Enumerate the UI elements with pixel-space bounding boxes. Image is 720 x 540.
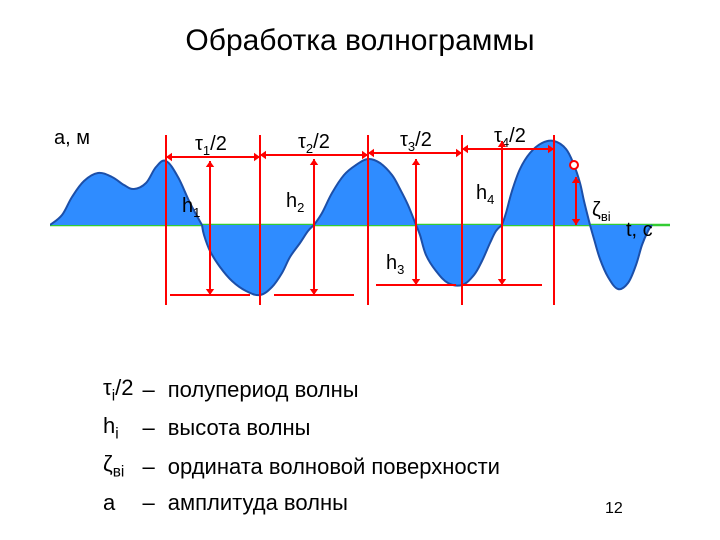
legend-row: a–амплитуда волны: [102, 487, 501, 519]
legend-row: τi/2–полупериод волны: [102, 372, 501, 408]
page-number: 12: [605, 500, 623, 518]
legend: τi/2–полупериод волныhi–высота волныζвi–…: [100, 370, 503, 520]
page-title: Обработка волнограммы: [0, 24, 720, 58]
legend-row: hi–высота волны: [102, 410, 501, 446]
legend-row: ζвi–ордината волновой поверхности: [102, 448, 501, 484]
wavegram-chart: τ1/2τ2/2τ3/2τ4/2h1h2h3h4ζвiа, мt, с: [50, 105, 680, 335]
